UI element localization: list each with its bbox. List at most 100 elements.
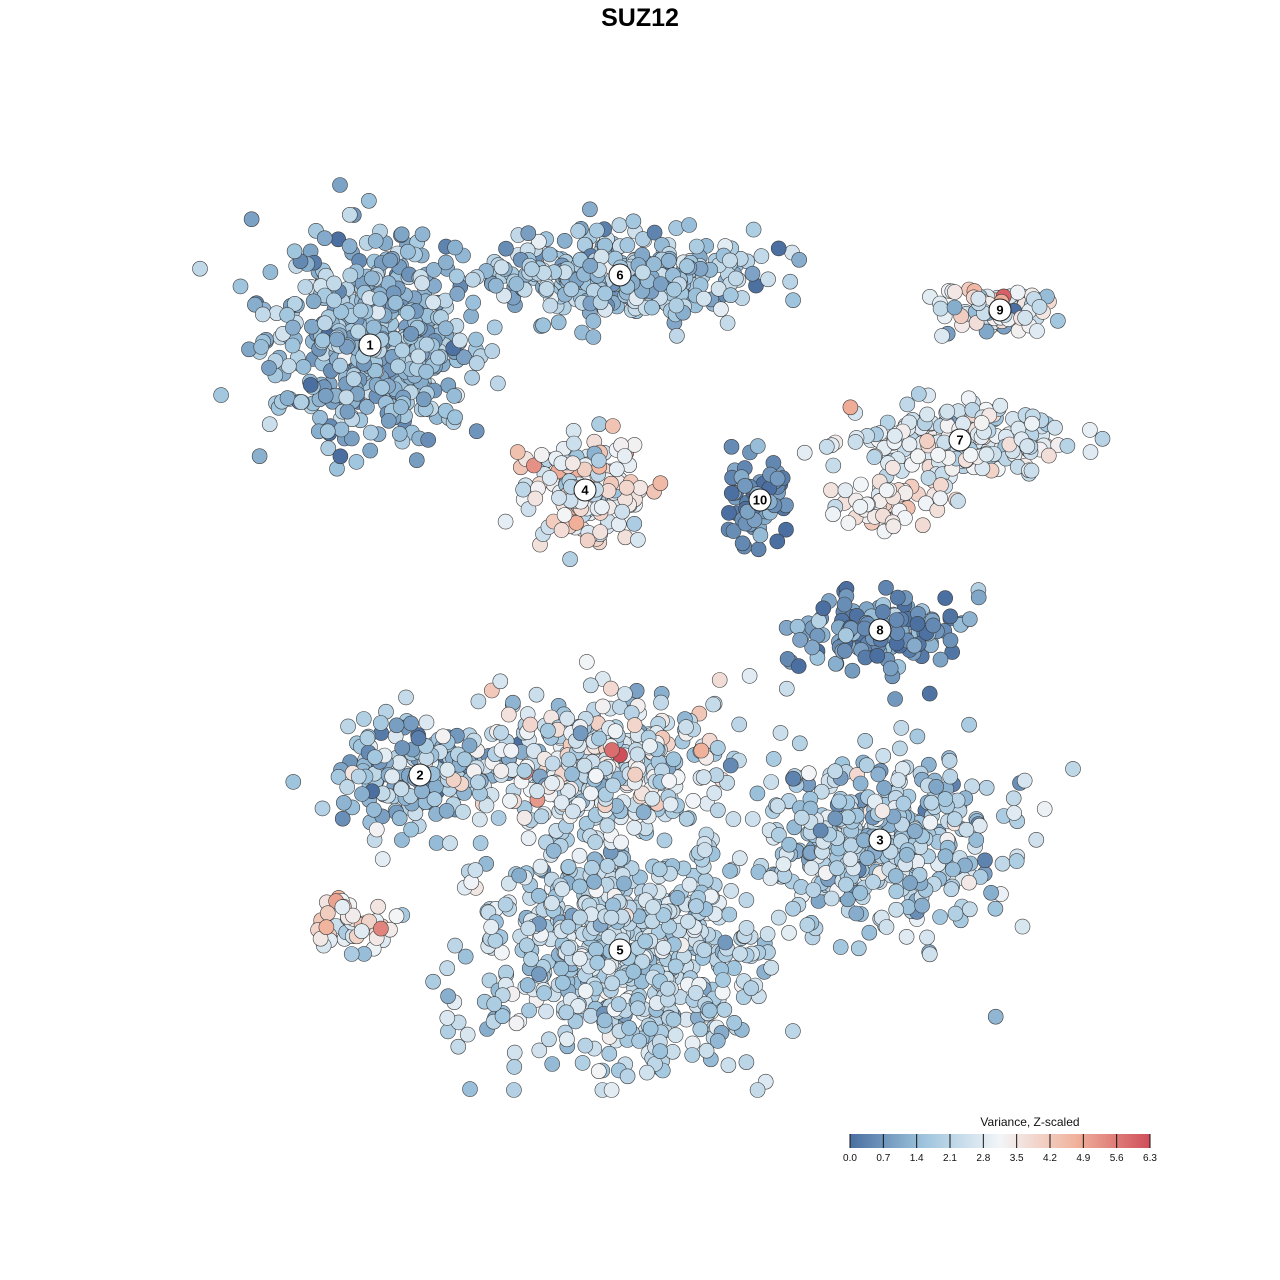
point-cluster-2 bbox=[339, 779, 356, 795]
cluster-label-text: 1 bbox=[366, 338, 373, 353]
point-group-10 bbox=[603, 680, 619, 697]
point-cluster-6 bbox=[745, 221, 762, 238]
point-group-10 bbox=[665, 751, 682, 768]
point-cluster-8 bbox=[937, 590, 954, 606]
point-cluster-4 bbox=[591, 416, 608, 433]
point-group-10 bbox=[559, 710, 576, 727]
point-cluster-3 bbox=[893, 720, 910, 736]
point-cluster-3 bbox=[922, 814, 939, 831]
point-cluster-3 bbox=[852, 885, 869, 901]
point-cluster-3 bbox=[923, 794, 940, 811]
point-cluster-1 bbox=[348, 454, 365, 470]
point-group-10 bbox=[695, 769, 712, 786]
point-cluster-1 bbox=[343, 430, 360, 447]
point-cluster-5 bbox=[520, 920, 537, 937]
point-cluster-6 bbox=[625, 213, 642, 230]
point-cluster-1 bbox=[367, 233, 384, 249]
point-cluster-4 bbox=[592, 524, 609, 540]
point-cluster-5 bbox=[457, 948, 474, 965]
point-cluster-5 bbox=[599, 858, 616, 874]
point-cluster-9 bbox=[1017, 309, 1033, 326]
point-cluster-3 bbox=[785, 770, 802, 787]
point-cluster-3 bbox=[895, 795, 912, 812]
point-group-10 bbox=[591, 730, 607, 747]
point-cluster-5 bbox=[762, 870, 779, 886]
point-cluster-3 bbox=[898, 928, 915, 945]
cluster-label-text: 5 bbox=[616, 943, 623, 958]
point-cluster-5 bbox=[590, 1063, 607, 1079]
point-cluster-6 bbox=[753, 248, 770, 264]
point-cluster-6 bbox=[541, 246, 558, 263]
point-group-10 bbox=[599, 817, 616, 834]
point-cluster-6 bbox=[550, 314, 567, 331]
legend-color-bar bbox=[850, 1134, 1150, 1148]
point-cluster-6 bbox=[666, 281, 682, 298]
point-cluster-5 bbox=[506, 1059, 523, 1075]
point-group-10 bbox=[693, 742, 710, 759]
point-cluster-5 bbox=[696, 942, 713, 958]
point-cluster-5 bbox=[440, 988, 456, 1005]
point-cluster-1 bbox=[365, 319, 382, 336]
point-cluster-3 bbox=[888, 883, 905, 900]
point-cluster-5 bbox=[716, 1001, 733, 1018]
point-group-12 bbox=[884, 459, 901, 476]
point-cluster-6 bbox=[652, 276, 669, 292]
point-cluster-3 bbox=[832, 939, 849, 955]
point-cluster-7 bbox=[992, 397, 1009, 414]
point-cluster-6 bbox=[611, 217, 628, 233]
point-cluster-5 bbox=[603, 1082, 620, 1098]
point-group-10 bbox=[455, 804, 471, 820]
cluster-labels: 1 6 4 10 9 7 8 2 3 5 bbox=[358, 263, 1012, 962]
point-cluster-3 bbox=[994, 855, 1011, 872]
point-group-11 bbox=[345, 907, 361, 924]
point-cluster-1 bbox=[192, 260, 208, 277]
point-cluster-10 bbox=[778, 521, 794, 538]
cluster-label-badge bbox=[608, 938, 632, 962]
cluster-label-5: 5 bbox=[608, 938, 632, 962]
point-group-10 bbox=[644, 790, 661, 807]
point-group-10 bbox=[711, 672, 728, 688]
point-cluster-5 bbox=[645, 899, 661, 915]
point-cluster-2 bbox=[471, 811, 488, 828]
point-cluster-8 bbox=[827, 655, 844, 672]
point-cluster-3 bbox=[771, 827, 787, 843]
point-cluster-3 bbox=[983, 884, 999, 901]
cluster-label-badge bbox=[948, 428, 972, 452]
point-cluster-3 bbox=[706, 785, 723, 801]
point-cluster-3 bbox=[932, 909, 948, 925]
point-cluster-3 bbox=[813, 783, 830, 800]
point-cluster-5 bbox=[544, 1056, 561, 1072]
point-cluster-1 bbox=[317, 315, 333, 332]
point-cluster-9 bbox=[1029, 323, 1045, 339]
point-cluster-2 bbox=[354, 786, 370, 802]
cluster-label-badge bbox=[358, 333, 382, 357]
point-cluster-1 bbox=[286, 295, 303, 312]
point-cluster-3 bbox=[944, 861, 961, 878]
point-cluster-4 bbox=[630, 531, 646, 548]
point-cluster-4 bbox=[553, 522, 570, 538]
point-cluster-1 bbox=[415, 391, 432, 408]
point-cluster-5 bbox=[571, 878, 588, 895]
point-cluster-3 bbox=[947, 905, 964, 922]
point-cluster-2 bbox=[366, 801, 382, 818]
point-cluster-3 bbox=[1005, 790, 1022, 807]
point-cluster-5 bbox=[531, 1042, 548, 1059]
point-group-10 bbox=[516, 762, 533, 779]
point-cluster-2 bbox=[340, 718, 356, 735]
point-cluster-5 bbox=[577, 983, 594, 999]
point-cluster-5 bbox=[655, 907, 672, 924]
point-group-10 bbox=[594, 698, 611, 715]
point-outlier bbox=[604, 742, 620, 758]
point-group-10 bbox=[629, 746, 646, 763]
point-cluster-7 bbox=[939, 403, 956, 420]
point-cluster-5 bbox=[619, 1068, 636, 1085]
point-cluster-5 bbox=[523, 951, 539, 968]
point-cluster-8 bbox=[942, 632, 959, 649]
point-cluster-2 bbox=[285, 774, 302, 790]
point-cluster-1 bbox=[341, 207, 358, 223]
point-group-10 bbox=[560, 751, 577, 768]
point-cluster-1 bbox=[352, 302, 369, 319]
point-cluster-10 bbox=[739, 503, 756, 520]
point-cluster-6 bbox=[498, 240, 514, 257]
point-cluster-5 bbox=[723, 883, 739, 899]
